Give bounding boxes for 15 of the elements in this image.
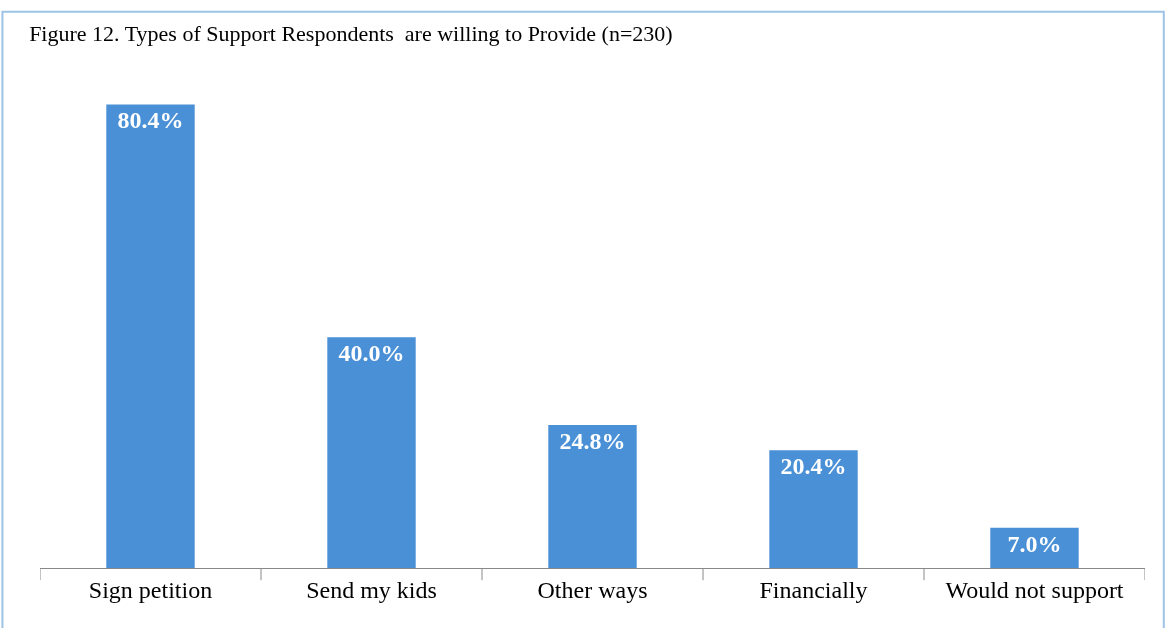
data-label: 20.4% [780,453,847,480]
data-label: 40.0% [338,340,405,367]
x-tick-label: Financially [759,576,868,603]
x-tick-label: Other ways [537,576,648,603]
data-label: 7.0% [1007,530,1062,557]
bar [327,337,416,568]
x-tick-label: Sign petition [88,576,213,603]
bar [548,425,637,568]
data-label: 24.8% [559,428,626,454]
bar [106,104,195,568]
x-tick-label: Send my kids [306,576,437,603]
bar [769,450,858,568]
x-tick-label: Would not support [945,576,1124,603]
data-label: 80.4% [117,107,184,134]
chart-title: Figure 12. Types of Support Respondents are willing to Provide (n=230) [29,20,673,46]
